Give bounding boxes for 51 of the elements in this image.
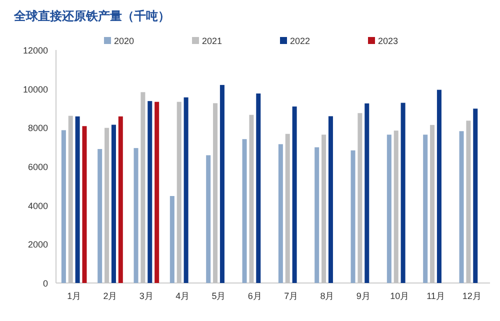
bar <box>242 139 247 283</box>
y-tick-label: 8000 <box>28 123 48 134</box>
y-tick-label: 10000 <box>22 84 48 94</box>
y-tick-label: 12000 <box>22 46 48 56</box>
bar <box>98 149 102 283</box>
bar <box>400 102 406 283</box>
bar <box>364 103 370 283</box>
bar <box>206 155 211 283</box>
bar <box>111 124 116 283</box>
legend-label: 2020 <box>114 36 134 46</box>
bar <box>459 131 464 283</box>
bar <box>220 84 224 283</box>
bar <box>148 101 152 283</box>
y-tick-label: 0 <box>42 278 48 288</box>
x-tick-label: 8月 <box>320 291 334 301</box>
bar <box>350 150 356 283</box>
x-tick-label: 4月 <box>176 291 190 301</box>
bar <box>328 116 333 283</box>
x-tick-label: 3月 <box>139 291 154 301</box>
y-tick-label: 4000 <box>28 200 48 211</box>
legend-label: 2021 <box>202 36 222 46</box>
x-tick-label: 12月 <box>462 291 482 301</box>
x-tick-label: 11月 <box>426 291 445 301</box>
x-tick-label: 9月 <box>356 291 370 301</box>
x-tick-label: 5月 <box>212 291 226 301</box>
bar <box>436 90 442 283</box>
bar <box>61 130 66 283</box>
x-tick-label: 10月 <box>390 291 410 301</box>
legend-label: 2022 <box>290 36 310 46</box>
x-tick-label: 6月 <box>248 291 262 301</box>
bar <box>75 116 80 283</box>
chart-title: 全球直接还原铁产量（千吨） <box>13 9 170 23</box>
bar <box>423 134 428 283</box>
bar <box>278 144 283 283</box>
bar <box>314 147 320 283</box>
x-tick-label: 7月 <box>284 291 298 301</box>
bar <box>256 93 261 283</box>
bar <box>118 116 123 283</box>
bar <box>386 134 392 283</box>
y-tick-label: 2000 <box>28 240 48 250</box>
bar <box>170 196 174 283</box>
bar <box>184 97 188 283</box>
bar <box>82 126 87 283</box>
y-tick-label: 6000 <box>28 162 48 172</box>
legend-label: 2023 <box>378 36 398 46</box>
x-tick-label: 1月 <box>67 291 82 301</box>
x-tick-label: 2月 <box>103 291 118 301</box>
bar <box>134 148 138 283</box>
bar <box>154 102 160 283</box>
bar <box>473 108 478 283</box>
bar <box>292 106 297 283</box>
